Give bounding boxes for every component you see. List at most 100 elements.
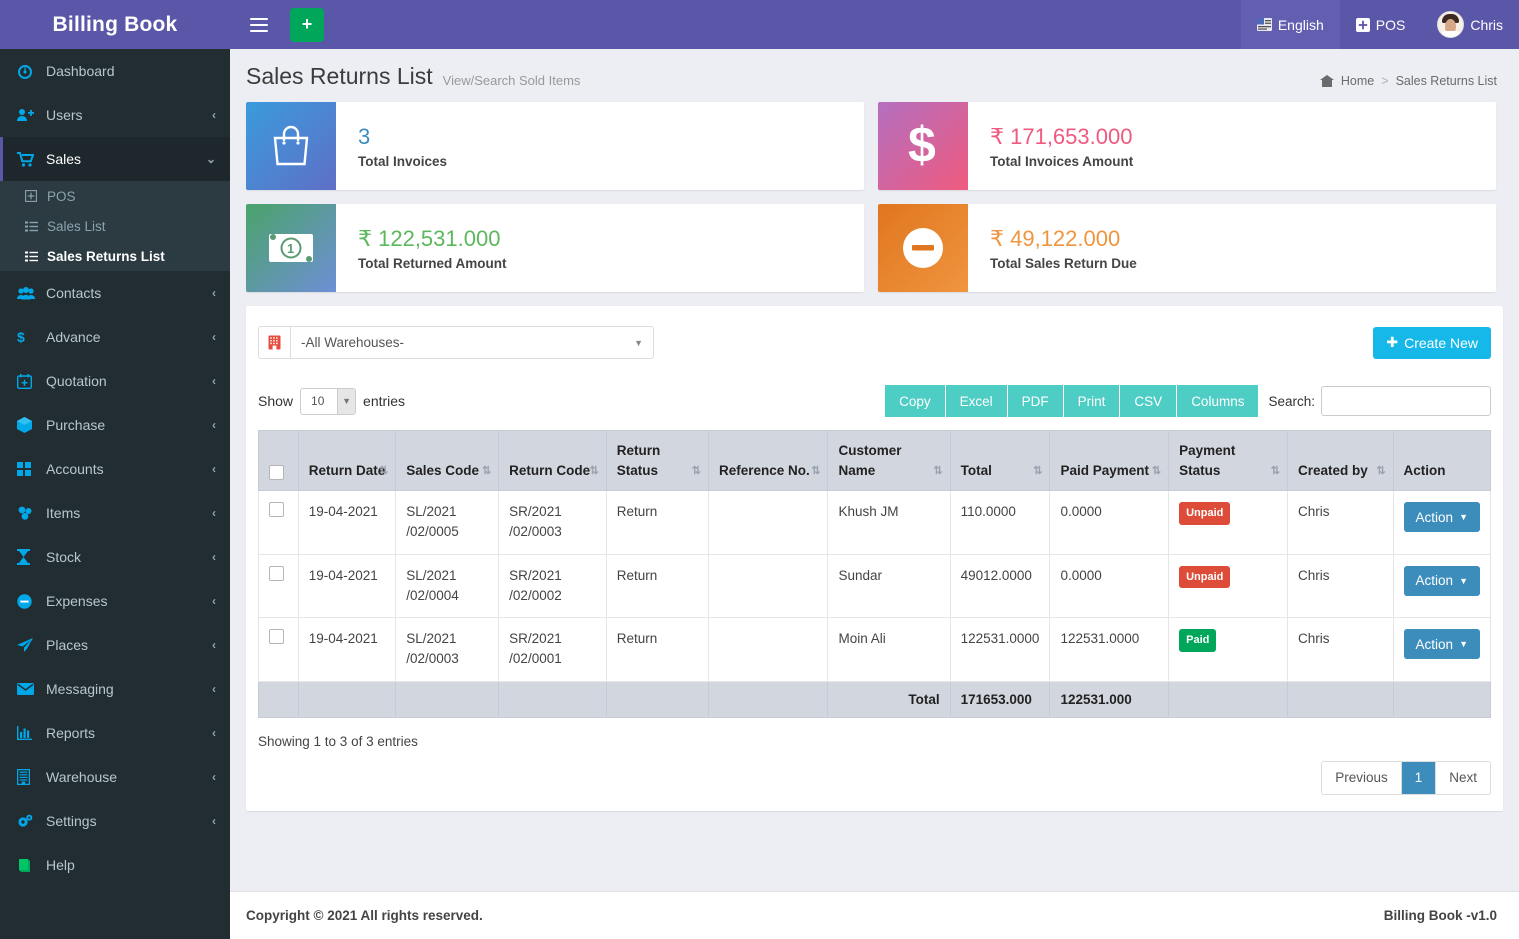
home-icon [1319, 75, 1334, 87]
action-button[interactable]: Action ▼ [1403, 565, 1480, 596]
column-payment-status[interactable]: Payment Status ⇅ [1168, 429, 1289, 492]
excel-button[interactable]: Excel [944, 385, 1007, 417]
row-checkbox[interactable] [269, 502, 284, 518]
sidebar-item-sales-list[interactable]: Sales List [0, 211, 230, 241]
top-navbar: + English POS Chris [230, 0, 1519, 49]
column-label: Paid Payment [1060, 462, 1149, 478]
sidebar-item-stock[interactable]: Stock ‹ [0, 535, 230, 579]
sidebar-item-reports[interactable]: Reports ‹ [0, 711, 230, 755]
column-select-all [258, 429, 299, 492]
column-return-code[interactable]: Return Code ⇅ [498, 429, 607, 492]
card-value: ₹ 122,531.000 [358, 225, 501, 251]
copy-button[interactable]: Copy [885, 385, 945, 417]
status-badge: Unpaid [1179, 502, 1231, 525]
copyright-text: Copyright © 2021 All rights reserved. [246, 908, 483, 923]
search-input[interactable] [1321, 386, 1491, 416]
search-label: Search: [1268, 393, 1315, 409]
table-header-row: Return Date ⇅ Sales Code ⇅ Return Code ⇅ [258, 429, 1492, 492]
sidebar-item-contacts[interactable]: Contacts ‹ [0, 271, 230, 315]
sidebar-item-quotation[interactable]: Quotation ‹ [0, 359, 230, 403]
sidebar-item-expenses[interactable]: Expenses ‹ [0, 579, 230, 623]
warehouse-selected-value: -All Warehouses- [301, 335, 405, 350]
action-label: Action [1415, 573, 1454, 589]
pagination-previous[interactable]: Previous [1322, 761, 1401, 794]
status-badge: Paid [1179, 629, 1217, 652]
warehouse-icon [258, 326, 290, 359]
version-text: Billing Book -v1.0 [1383, 908, 1497, 923]
quick-add-button[interactable]: + [290, 7, 324, 42]
sidebar-item-accounts[interactable]: Accounts ‹ [0, 447, 230, 491]
foot-blank-6 [707, 680, 829, 718]
brand-logo[interactable]: Billing Book [0, 0, 230, 49]
sort-icon: ⇅ [1151, 465, 1162, 478]
sidebar-item-users[interactable]: Users ‹ [0, 93, 230, 137]
pagination-next[interactable]: Next [1435, 761, 1490, 794]
row-checkbox[interactable] [269, 565, 284, 581]
sidebar-item-items[interactable]: Items ‹ [0, 491, 230, 535]
foot-paid-value: 122531.000 [1049, 680, 1170, 718]
column-customer-name[interactable]: Customer Name ⇅ [827, 429, 951, 492]
sidebar-item-sales-returns-list[interactable]: Sales Returns List [0, 241, 230, 271]
column-sales-code[interactable]: Sales Code ⇅ [395, 429, 500, 492]
sidebar-item-sales[interactable]: Sales ⌄ [0, 137, 230, 181]
warehouse-filter[interactable]: -All Warehouses- ▼ [258, 326, 654, 359]
breadcrumb: Home > Sales Returns List [1319, 74, 1497, 88]
language-selector[interactable]: English [1240, 0, 1340, 49]
action-button[interactable]: Action ▼ [1403, 629, 1480, 660]
cell-action: Action ▼ [1392, 490, 1492, 555]
card-value: ₹ 49,122.000 [990, 225, 1121, 251]
cell-created-by: Chris [1287, 553, 1394, 619]
sidebar-item-settings[interactable]: Settings ‹ [0, 799, 230, 843]
sidebar-item-label: Help [46, 857, 75, 873]
cell-customer-name: Moin Ali [827, 617, 951, 682]
sidebar-item-purchase[interactable]: Purchase ‹ [0, 403, 230, 447]
card-total-returned-amount: 1 ₹ 122,531.000 Total Returned Amount [246, 204, 864, 292]
row-checkbox[interactable] [269, 629, 284, 645]
pagination-row: Previous 1 Next [258, 760, 1491, 795]
menu-icon[interactable] [250, 17, 268, 32]
sidebar-item-pos[interactable]: POS [0, 181, 230, 211]
main-area: + English POS Chris [230, 0, 1519, 939]
action-button[interactable]: Action ▼ [1403, 502, 1480, 533]
column-label: Total [960, 462, 992, 478]
sidebar-item-label: Warehouse [46, 769, 118, 785]
list-icon [25, 251, 47, 262]
sidebar-item-label: Stock [46, 549, 82, 565]
user-menu[interactable]: Chris [1421, 0, 1519, 49]
select-all-checkbox[interactable] [269, 465, 284, 481]
warehouse-select[interactable]: -All Warehouses- ▼ [290, 326, 654, 359]
shopping-bag-icon [246, 102, 336, 190]
pos-label: POS [1375, 16, 1406, 33]
pos-link[interactable]: POS [1340, 0, 1422, 49]
pdf-button[interactable]: PDF [1006, 385, 1063, 417]
sidebar-item-warehouse[interactable]: Warehouse ‹ [0, 755, 230, 799]
user-name: Chris [1470, 16, 1503, 33]
sidebar-item-places[interactable]: Places ‹ [0, 623, 230, 667]
book-icon [17, 858, 41, 873]
page-length-select[interactable]: 10 ▼ [300, 387, 357, 415]
cell-return-status: Return [605, 553, 709, 619]
column-paid-payment[interactable]: Paid Payment ⇅ [1049, 429, 1170, 492]
pagination-page-1[interactable]: 1 [1400, 761, 1436, 794]
cell-payment-status: Unpaid [1168, 553, 1289, 619]
sidebar-item-label: Places [46, 637, 89, 653]
print-button[interactable]: Print [1062, 385, 1120, 417]
column-return-status[interactable]: Return Status ⇅ [605, 429, 709, 492]
sidebar-item-dashboard[interactable]: Dashboard [0, 49, 230, 93]
columns-button[interactable]: Columns [1176, 385, 1259, 417]
column-reference-no[interactable]: Reference No. ⇅ [707, 429, 829, 492]
create-new-button[interactable]: ✚ Create New [1373, 326, 1491, 359]
cell-select [258, 490, 299, 555]
column-created-by[interactable]: Created by ⇅ [1287, 429, 1394, 492]
sidebar-item-messaging[interactable]: Messaging ‹ [0, 667, 230, 711]
sales-submenu: POS Sales List Sales Returns List [0, 181, 230, 271]
column-total[interactable]: Total ⇅ [949, 429, 1051, 492]
chevron-down-icon: ▼ [1459, 575, 1468, 586]
sidebar-item-advance[interactable]: $ Advance ‹ [0, 315, 230, 359]
csv-button[interactable]: CSV [1119, 385, 1177, 417]
column-return-date[interactable]: Return Date ⇅ [297, 429, 397, 492]
card-label: Total Invoices Amount [990, 154, 1134, 170]
sidebar-item-label: Advance [46, 329, 101, 345]
breadcrumb-home[interactable]: Home [1340, 74, 1375, 88]
sidebar-item-help[interactable]: Help [0, 843, 230, 887]
